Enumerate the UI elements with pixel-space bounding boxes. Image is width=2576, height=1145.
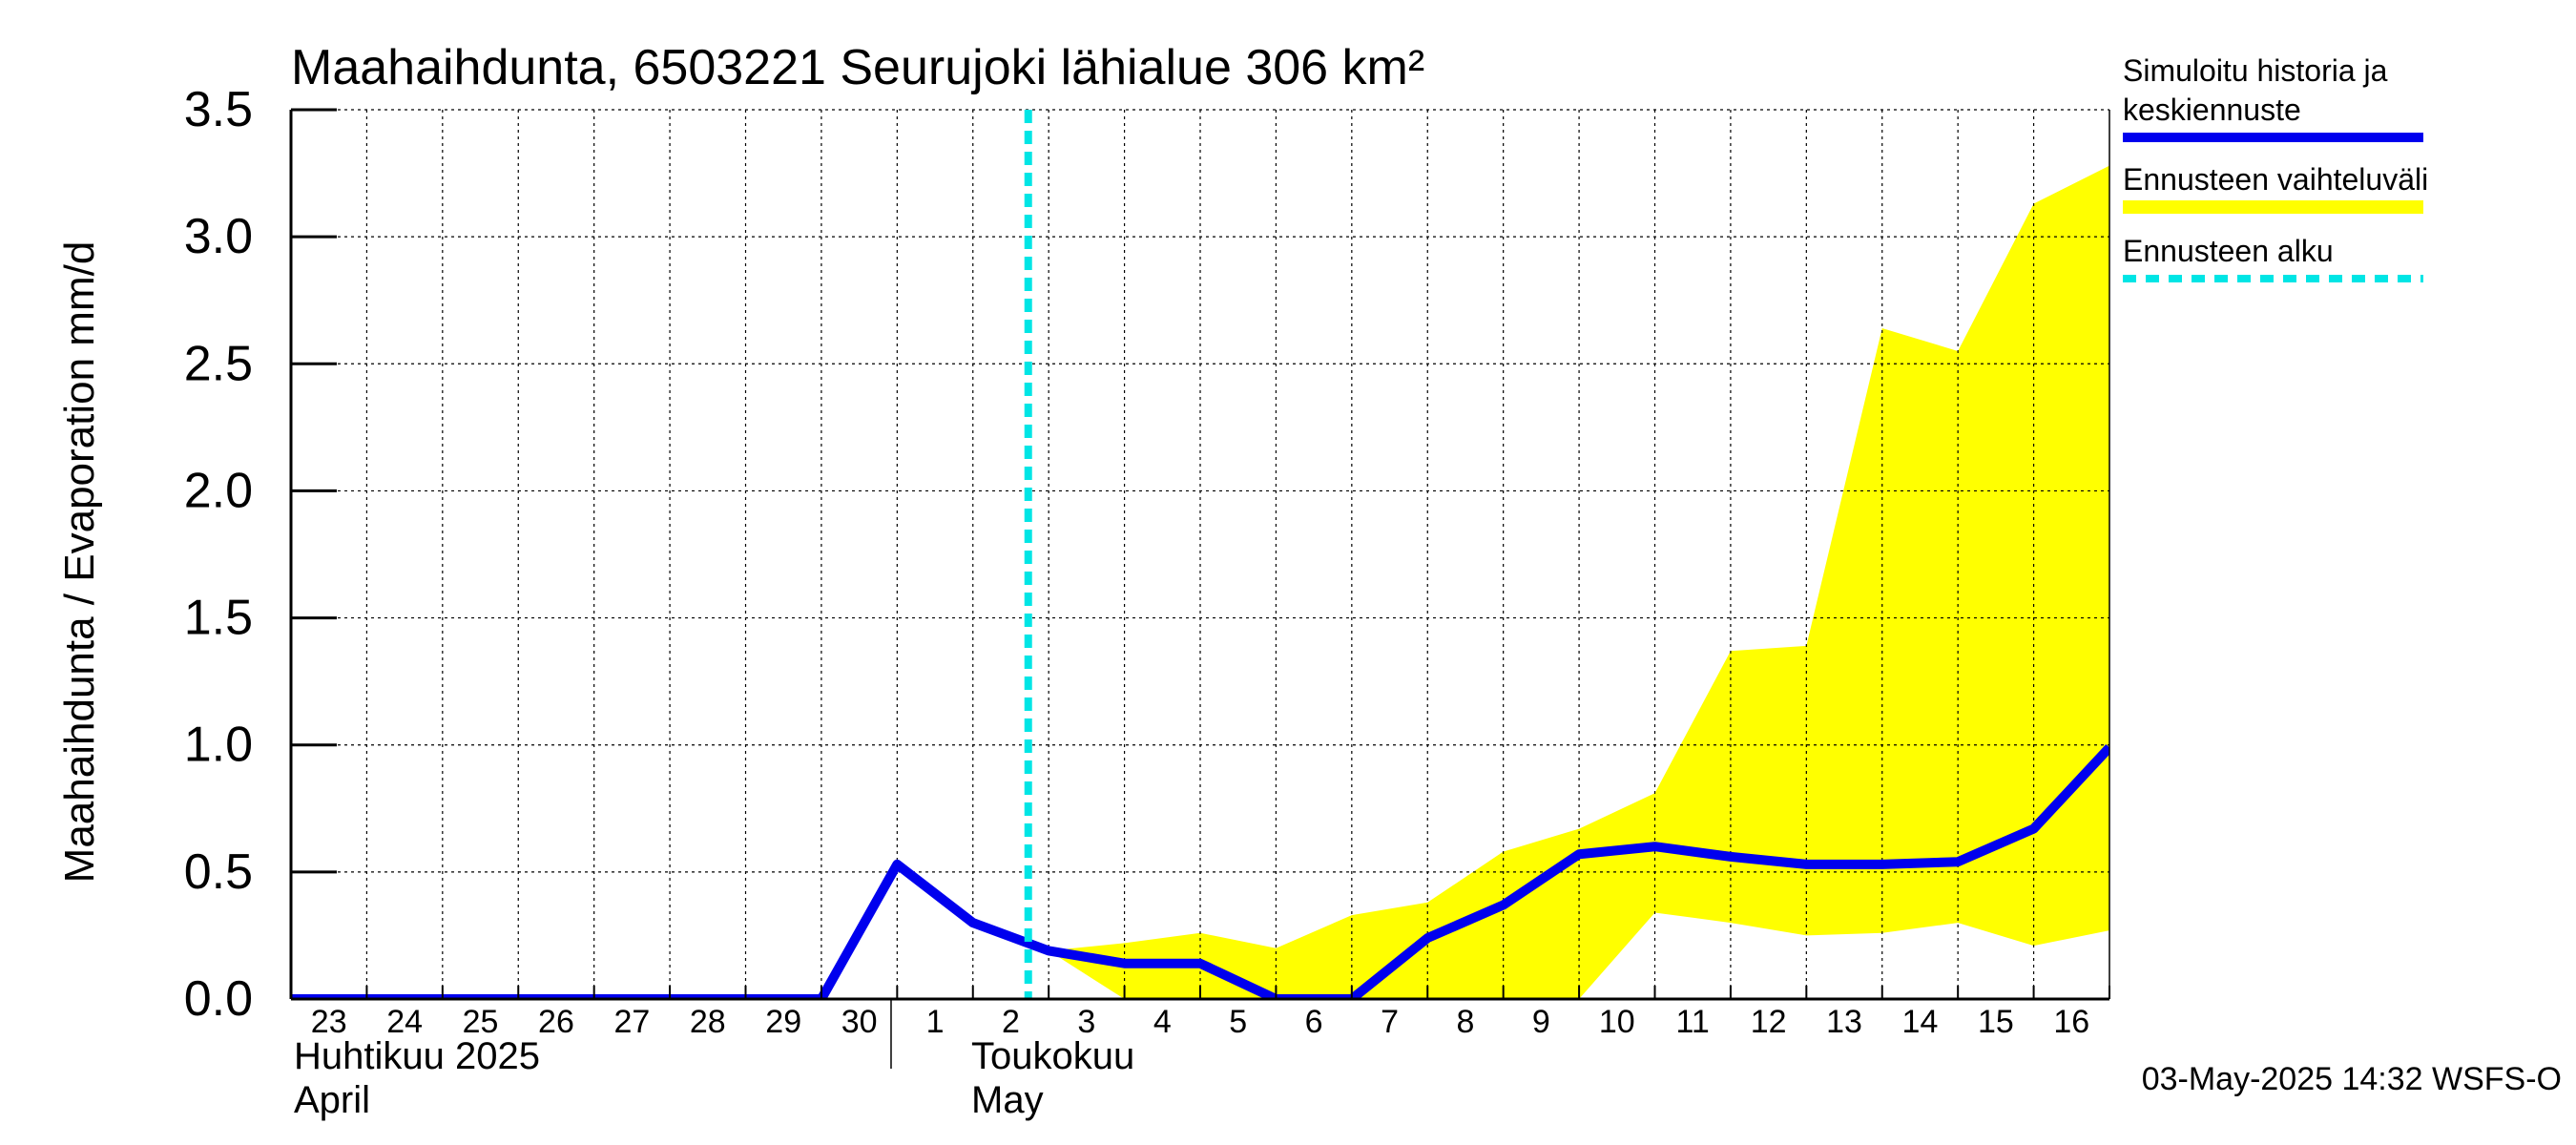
- x-tick-label: 11: [1676, 1004, 1710, 1040]
- x-tick-label: 7: [1381, 1004, 1399, 1040]
- x-tick-label: 26: [538, 1004, 574, 1040]
- x-tick-label: 13: [1826, 1004, 1862, 1040]
- x-tick-label: 29: [765, 1004, 801, 1040]
- y-tick-label: 0.5: [184, 844, 253, 900]
- x-tick-label: 8: [1456, 1004, 1474, 1040]
- x-tick-label: 28: [690, 1004, 726, 1040]
- x-tick-label: 4: [1153, 1004, 1172, 1040]
- x-tick-label: 5: [1229, 1004, 1247, 1040]
- legend-vaihteluvali: Ennusteen vaihteluväli: [2123, 162, 2428, 197]
- x-tick-label: 9: [1532, 1004, 1550, 1040]
- month-label-april-fi: Huhtikuu 2025: [294, 1035, 540, 1077]
- x-tick-label: 16: [2053, 1004, 2089, 1040]
- x-tick-label: 12: [1751, 1004, 1787, 1040]
- chart-title: Maahaihdunta, 6503221 Seurujoki lähialue…: [291, 40, 1424, 95]
- y-tick-label: 2.0: [184, 463, 253, 518]
- y-tick-label: 0.0: [184, 971, 253, 1027]
- y-tick-label: 1.5: [184, 591, 253, 646]
- legend-alku: Ennusteen alku: [2123, 234, 2334, 268]
- x-tick-label: 1: [926, 1004, 945, 1040]
- y-axis-label: Maahaihdunta / Evaporation mm/d: [56, 241, 103, 884]
- legend: Simuloitu historia ja keskiennuste Ennus…: [2123, 53, 2428, 279]
- y-tick-label: 2.5: [184, 336, 253, 391]
- x-tick-label: 14: [1902, 1004, 1939, 1040]
- y-tick-label: 1.0: [184, 718, 253, 773]
- legend-historia-line2: keskiennuste: [2123, 93, 2301, 127]
- x-tick-label: 10: [1599, 1004, 1635, 1040]
- y-tick-label: 3.5: [184, 82, 253, 137]
- y-tick-label: 3.0: [184, 209, 253, 264]
- legend-historia-line1: Simuloitu historia ja: [2123, 53, 2388, 88]
- month-label-may-fi: Toukokuu: [971, 1035, 1134, 1077]
- evaporation-chart: Maahaihdunta, 6503221 Seurujoki lähialue…: [0, 0, 2576, 1145]
- x-tick-label: 6: [1305, 1004, 1323, 1040]
- x-tick-label: 27: [613, 1004, 650, 1040]
- x-tick-label: 30: [841, 1004, 878, 1040]
- x-tick-label: 15: [1978, 1004, 2014, 1040]
- month-label-april-en: April: [294, 1079, 370, 1121]
- footer-timestamp: 03-May-2025 14:32 WSFS-O: [2142, 1061, 2562, 1097]
- month-label-may-en: May: [971, 1079, 1044, 1121]
